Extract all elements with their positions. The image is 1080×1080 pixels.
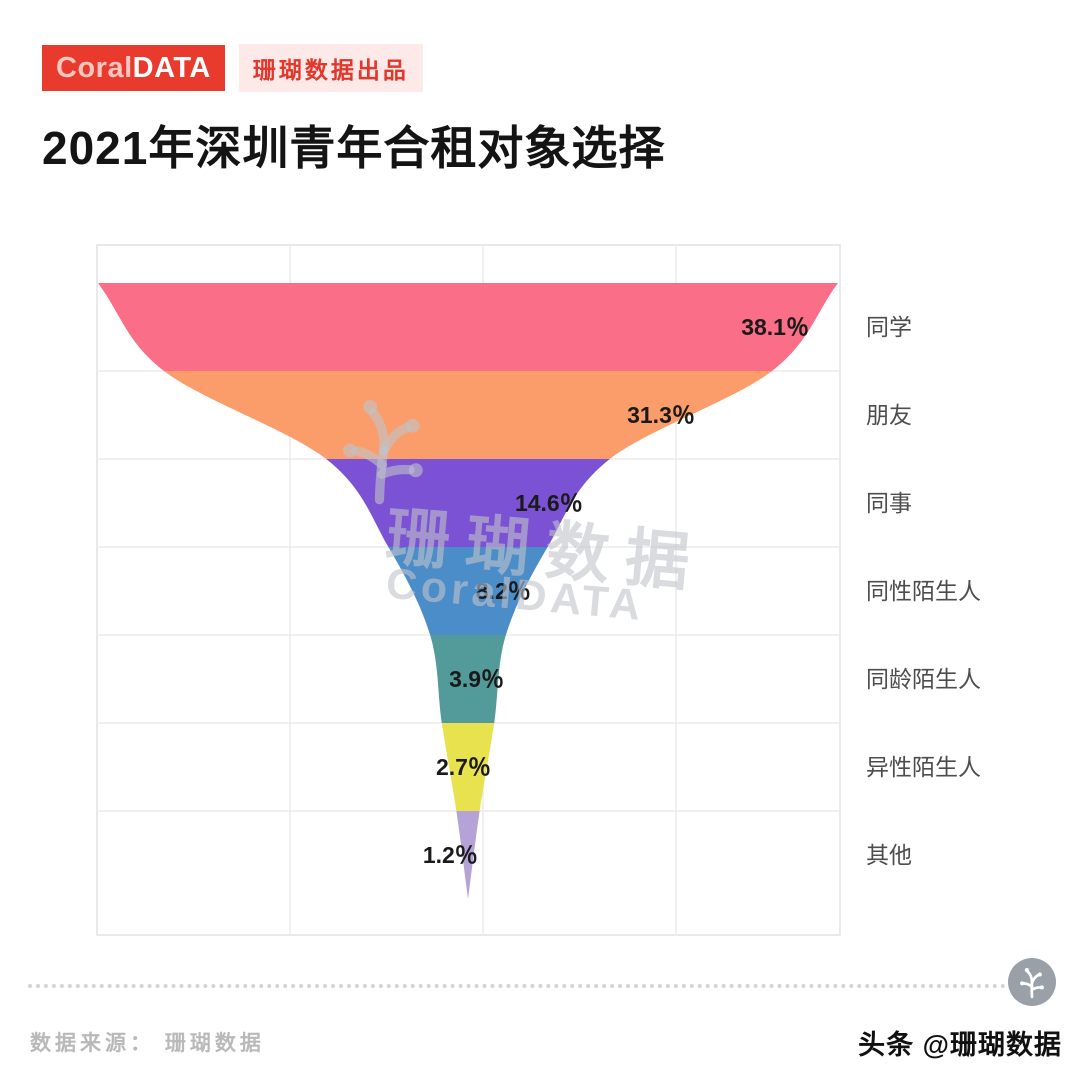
funnel-segment <box>456 811 480 899</box>
coral-badge <box>1008 958 1056 1006</box>
page-title: 2021年深圳青年合租对象选择 <box>42 122 666 174</box>
funnel-segment <box>388 547 548 635</box>
publisher-badge: 珊瑚数据出品 <box>238 44 423 92</box>
category-label: 同学 <box>866 314 912 340</box>
coraldata-logo: Coral DATA <box>42 45 225 91</box>
data-source-text: 数据来源： 珊瑚数据 <box>30 1032 265 1055</box>
value-label: 3.9％ <box>449 666 504 692</box>
header: Coral DATA 珊瑚数据出品 <box>42 44 423 92</box>
category-label: 其他 <box>866 842 912 868</box>
category-label: 同事 <box>866 490 912 516</box>
category-label: 同龄陌生人 <box>866 666 981 692</box>
value-label: 1.2％ <box>423 842 478 868</box>
coral-icon <box>1018 966 1046 999</box>
category-label: 朋友 <box>866 402 912 428</box>
logo-text-data: DATA <box>132 51 211 84</box>
funnel-segment <box>164 371 772 459</box>
funnel-segment <box>98 283 838 371</box>
logo-text-coral: Coral <box>56 51 133 84</box>
plot-border <box>96 244 841 936</box>
value-label: 14.6％ <box>515 490 583 516</box>
value-label: 8.2％ <box>476 578 531 604</box>
value-label: 2.7％ <box>436 754 491 780</box>
credit-text: 头条 @珊瑚数据 <box>858 1030 1062 1060</box>
category-label: 同性陌生人 <box>866 578 981 604</box>
dotted-divider <box>28 984 1006 988</box>
funnel-segment <box>430 635 506 723</box>
value-label: 38.1％ <box>741 314 809 340</box>
category-label: 异性陌生人 <box>866 754 981 780</box>
funnel-segment <box>441 723 495 811</box>
value-label: 31.3％ <box>627 402 695 428</box>
